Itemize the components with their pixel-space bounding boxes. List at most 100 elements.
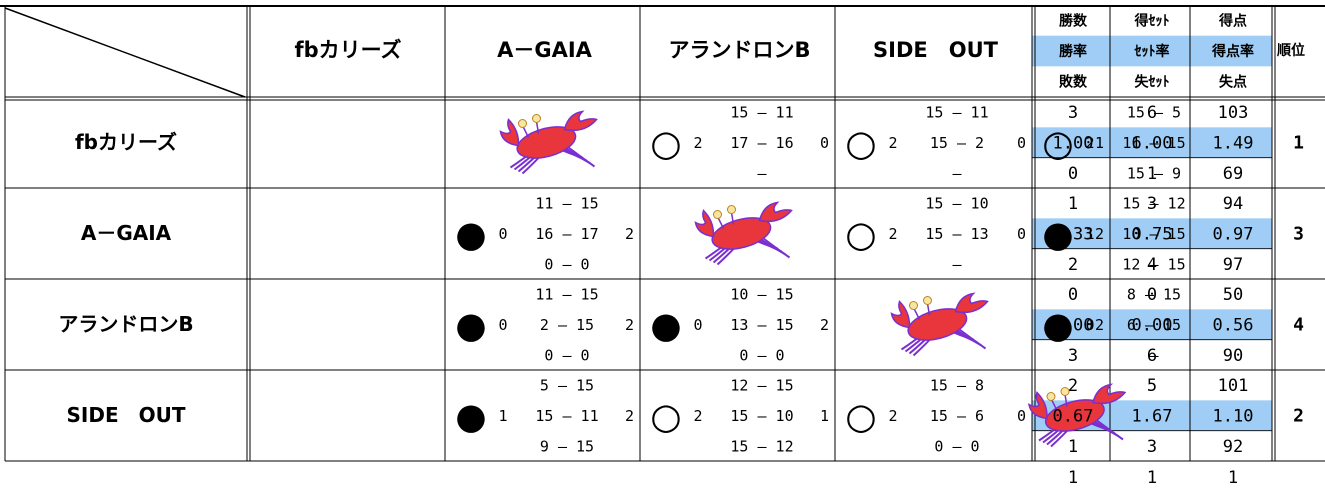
- set-score: —: [1149, 346, 1159, 364]
- header-team: アランドロンB: [668, 38, 810, 62]
- footer-value: 1: [1228, 468, 1238, 488]
- rank-value: 2: [1293, 406, 1304, 427]
- set-score: 15 — 5: [1127, 104, 1181, 122]
- sets-lost: 0: [1017, 225, 1026, 243]
- header-team: A－GAIA: [497, 38, 593, 62]
- set-score: 15 — 11: [925, 104, 988, 122]
- stat-value: 0.67: [1053, 407, 1094, 427]
- stat-label: 失ｾｯﾄ: [1135, 74, 1170, 91]
- stat-value: 103: [1218, 103, 1249, 123]
- stat-value: 92: [1223, 437, 1243, 457]
- set-score: —: [952, 164, 962, 182]
- crab-icon: [1028, 383, 1127, 448]
- match-result: ○: [650, 124, 681, 165]
- set-score: 6 — 15: [1127, 316, 1181, 334]
- stat-value: 1: [1068, 437, 1078, 457]
- crab-leg: [567, 146, 596, 168]
- crab-eye: [923, 296, 932, 305]
- set-score: —: [952, 255, 962, 273]
- stat-value: 50: [1223, 285, 1243, 305]
- set-score: 17 — 16: [730, 134, 793, 152]
- match-result: ○: [1042, 124, 1073, 165]
- set-score: 12 — 15: [1122, 255, 1185, 273]
- sets-lost: 0: [1017, 134, 1026, 152]
- set-score: 16 — 17: [535, 225, 598, 243]
- set-score: 15 — 13: [925, 225, 988, 243]
- header-team: SIDE OUT: [873, 38, 999, 62]
- footer-value: 1: [1068, 468, 1078, 488]
- stat-label: 失点: [1219, 74, 1247, 91]
- sets-lost: 1: [1095, 134, 1104, 152]
- set-score: 12 — 15: [730, 377, 793, 395]
- sets-won: 2: [693, 134, 702, 152]
- sets-won: 0: [498, 225, 507, 243]
- stat-value: 6: [1147, 346, 1157, 366]
- set-score: 13 — 15: [730, 316, 793, 334]
- crab-icon: [890, 292, 989, 357]
- sets-won: 2: [888, 407, 897, 425]
- rate-band: [1032, 127, 1272, 158]
- sets-won: 2: [693, 407, 702, 425]
- crab-eye: [532, 114, 541, 123]
- crab-eye: [1046, 392, 1056, 401]
- sets-lost: 0: [820, 134, 829, 152]
- match-result: ●: [455, 397, 486, 438]
- set-score: —: [757, 164, 767, 182]
- stat-value: 0: [1068, 164, 1078, 184]
- match-result: ●: [650, 306, 681, 347]
- crab-claw: [758, 201, 793, 223]
- crab-leg: [958, 328, 987, 350]
- crab-claw: [499, 118, 520, 147]
- sets-lost: 2: [625, 225, 634, 243]
- header-team: fbカリーズ: [294, 38, 401, 62]
- set-score: 5 — 15: [540, 377, 594, 395]
- stat-value: 2: [1068, 255, 1078, 275]
- crab-stalk: [926, 303, 931, 316]
- stat-value: 94: [1223, 194, 1243, 214]
- crab-claw: [563, 110, 598, 132]
- stat-value: 101: [1218, 376, 1249, 396]
- crab-icon: [694, 201, 793, 266]
- set-score: 10 — 15: [1122, 225, 1185, 243]
- crab-body: [711, 217, 772, 250]
- match-result: ○: [845, 124, 876, 165]
- set-score: 15 — 9: [1127, 164, 1181, 182]
- stat-value: 1: [1147, 164, 1157, 184]
- crab-eye: [518, 119, 527, 128]
- rate-band: [1032, 309, 1272, 340]
- set-score: 9 — 15: [540, 437, 594, 455]
- stat-value: 5: [1147, 376, 1157, 396]
- set-score: 15 — 8: [930, 377, 984, 395]
- stat-value: 1.49: [1213, 134, 1254, 154]
- stat-value: 6: [1147, 103, 1157, 123]
- sets-lost: 2: [625, 316, 634, 334]
- crab-eye: [909, 301, 918, 310]
- sets-lost: 2: [820, 316, 829, 334]
- rank-label: 順位: [1277, 42, 1305, 59]
- stat-value: 3: [1147, 437, 1157, 457]
- stat-value: 1.67: [1132, 407, 1173, 427]
- set-score: 8 — 15: [1127, 286, 1181, 304]
- set-score: 15 — 12: [730, 437, 793, 455]
- set-score: 0 — 0: [544, 346, 589, 364]
- stat-value: 1.00: [1053, 134, 1094, 154]
- stat-value: 90: [1223, 346, 1243, 366]
- sets-lost: 1: [820, 407, 829, 425]
- match-result: ●: [455, 306, 486, 347]
- row-team: アランドロンB: [58, 312, 193, 336]
- rate-band: [1032, 35, 1272, 67]
- stat-value: 1.10: [1213, 407, 1254, 427]
- stat-value: 0.33: [1053, 225, 1094, 245]
- stat-label: ｾｯﾄ率: [1134, 43, 1170, 60]
- set-score: 15 — 11: [535, 407, 598, 425]
- crab-stalk: [730, 212, 735, 225]
- stat-value: 6.00: [1132, 134, 1173, 154]
- rank-value: 3: [1293, 224, 1304, 245]
- stat-value: 0: [1068, 285, 1078, 305]
- match-result: ○: [845, 397, 876, 438]
- row-team: A－GAIA: [81, 221, 172, 245]
- set-score: 11 — 15: [1122, 134, 1185, 152]
- crab-eye: [1060, 387, 1070, 396]
- sets-lost: 0: [1017, 407, 1026, 425]
- stat-label: 勝数: [1059, 12, 1088, 29]
